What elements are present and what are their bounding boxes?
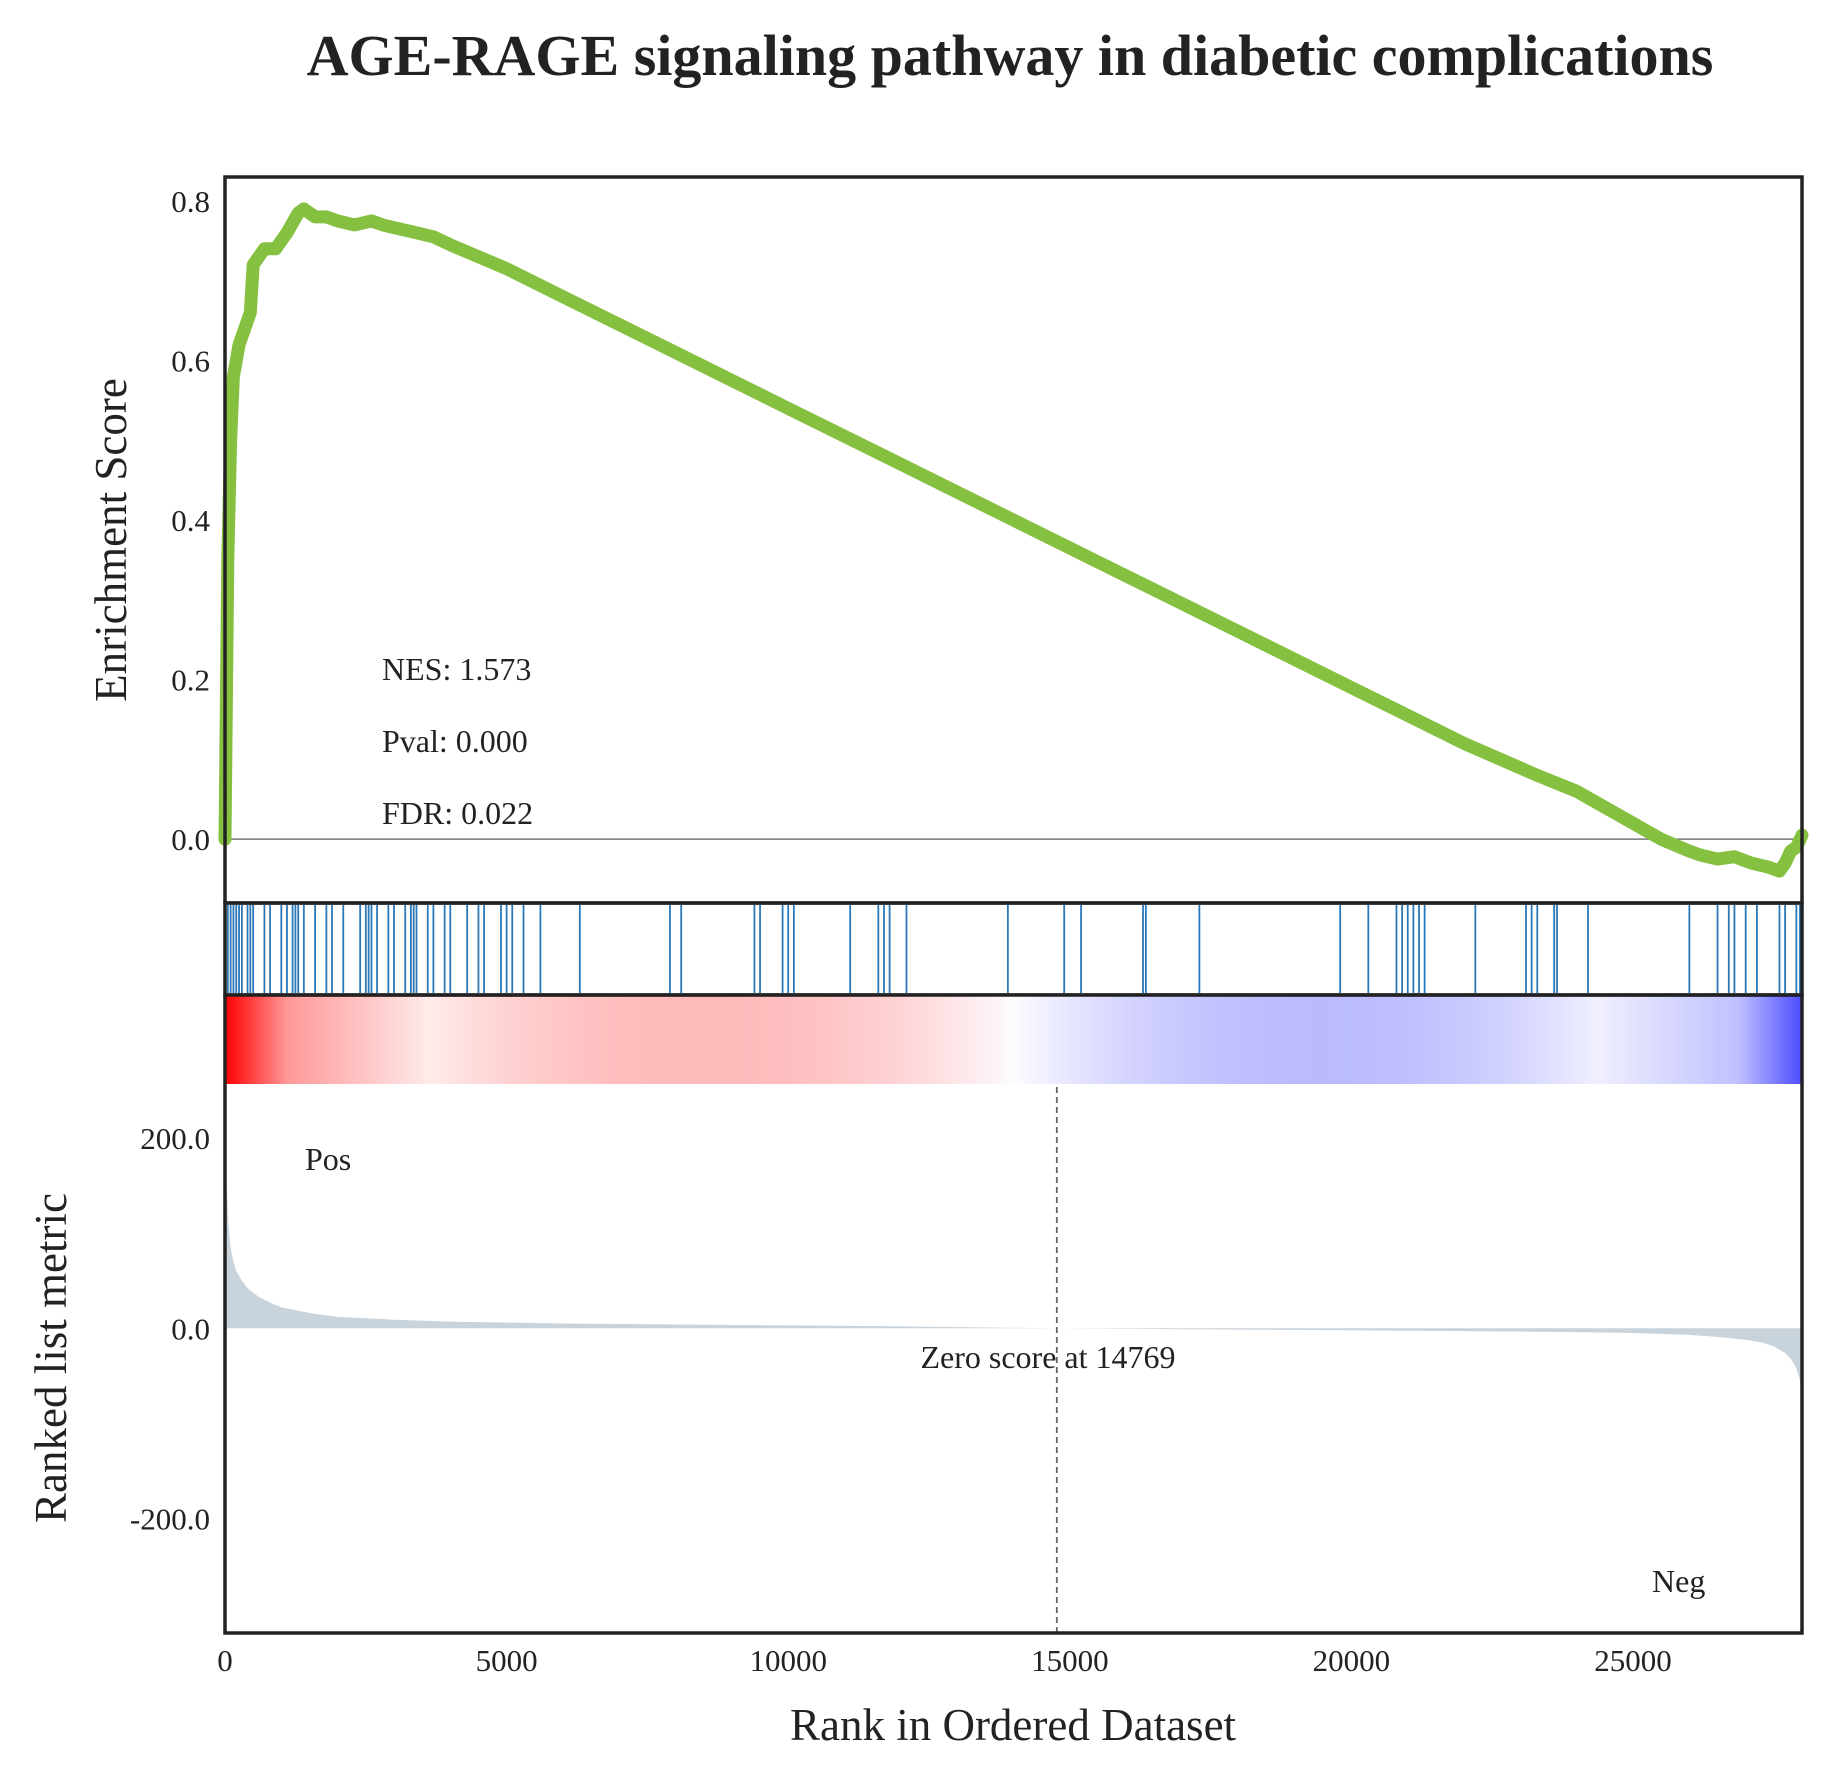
es-y-tick-label: 0.2: [171, 663, 210, 698]
es-y-tick-label: 0.0: [171, 822, 210, 857]
enrichment-curve: [218, 202, 1809, 878]
es-y-tick-label: 0.6: [171, 343, 210, 378]
rank-frame: [223, 993, 1804, 1635]
rank-y-tick-labels: 200.0 0.0 -200.0: [130, 1121, 210, 1537]
es-y-axis-label: Enrichment Score: [86, 378, 136, 702]
hit-lines: [226, 905, 1801, 993]
ranked-metric-area: [225, 1137, 1802, 1388]
neg-label: Neg: [1652, 1563, 1705, 1599]
chart-title: AGE-RAGE signaling pathway in diabetic c…: [307, 23, 1714, 88]
rank-y-tick-label: -200.0: [130, 1502, 210, 1537]
x-tick-label: 20000: [1313, 1643, 1391, 1678]
rank-y-tick-label: 0.0: [171, 1311, 210, 1346]
es-y-tick-label: 0.8: [171, 184, 210, 219]
nes-stat: NES: 1.573: [382, 651, 531, 687]
x-tick-label: 15000: [1031, 1643, 1109, 1678]
x-tick-label: 25000: [1594, 1643, 1672, 1678]
fdr-stat: FDR: 0.022: [382, 795, 533, 831]
rank-y-tick-label: 200.0: [140, 1121, 210, 1156]
x-axis-label: Rank in Ordered Dataset: [790, 1700, 1237, 1750]
gene-hits-panel: [223, 901, 1804, 997]
x-tick-label: 10000: [749, 1643, 827, 1678]
ranked-metric-panel: Zero score at 14769 Pos Neg 200.0 0.0 -200…: [26, 993, 1804, 1635]
pval-stat: Pval: 0.000: [382, 723, 528, 759]
x-tick-label: 0: [217, 1643, 233, 1678]
x-tick-labels: 0 5000 10000 15000 20000 25000: [217, 1643, 1672, 1678]
zero-score-label: Zero score at 14769: [920, 1339, 1175, 1375]
enrichment-score-panel: 0.0 0.2 0.4 0.6 0.8 NES: 1.573 Pval: 0.000 F…: [86, 175, 1809, 905]
es-curve-line: [218, 202, 1809, 878]
x-tick-label: 5000: [476, 1643, 538, 1678]
es-y-tick-labels: 0.0 0.2 0.4 0.6 0.8: [171, 184, 210, 857]
hits-frame: [223, 901, 1804, 997]
pos-label: Pos: [305, 1141, 351, 1177]
rank-color-bar: [225, 995, 1802, 1084]
es-y-tick-label: 0.4: [171, 503, 210, 538]
rank-y-axis-label: Ranked list metric: [26, 1193, 76, 1523]
